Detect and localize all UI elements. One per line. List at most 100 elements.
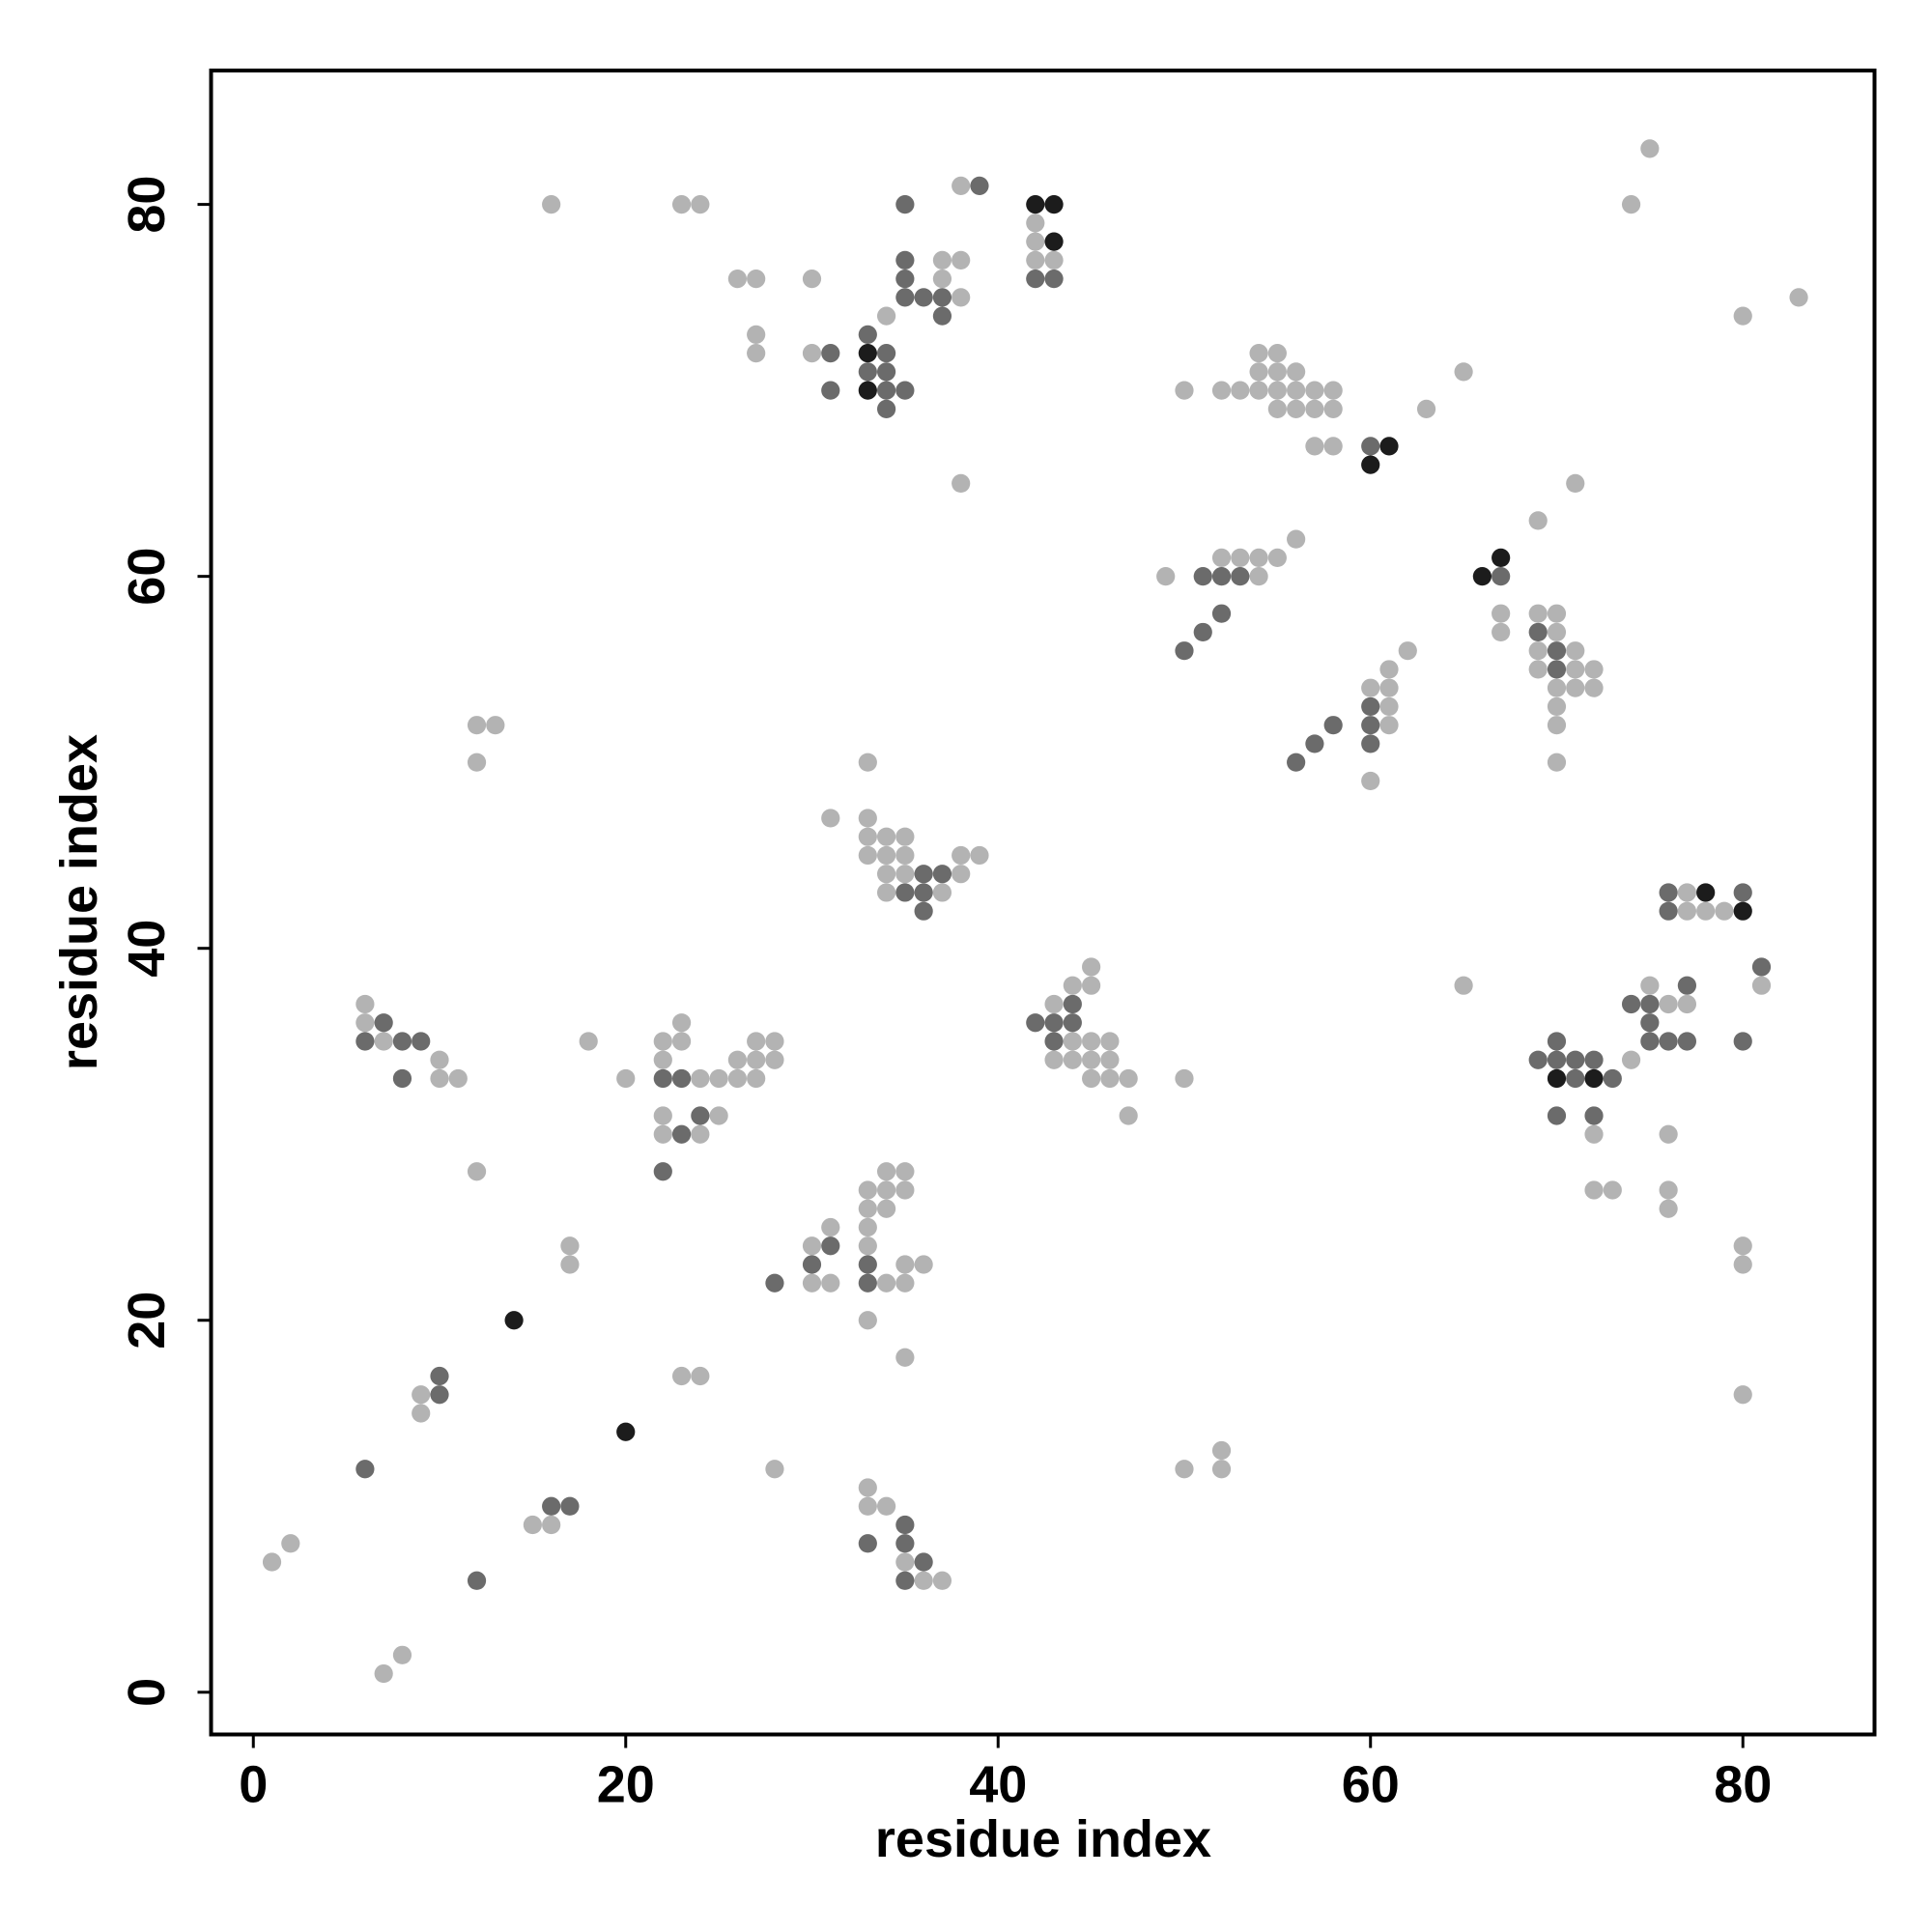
point: [970, 845, 989, 866]
point: [448, 1068, 468, 1089]
point: [952, 176, 971, 195]
point: [1063, 1013, 1082, 1033]
point: [1640, 139, 1660, 158]
point: [1249, 548, 1268, 568]
point: [542, 1515, 561, 1535]
point: [952, 865, 971, 884]
point: [895, 845, 915, 866]
x-tick-label: 20: [597, 1756, 655, 1814]
point: [412, 1032, 431, 1051]
point: [1621, 195, 1641, 214]
y-tick-label: 80: [118, 176, 176, 234]
point: [858, 1273, 877, 1293]
point: [876, 344, 896, 363]
point: [747, 1068, 766, 1089]
point: [1492, 622, 1511, 642]
point: [1231, 548, 1250, 568]
point: [1547, 622, 1567, 642]
point: [1267, 548, 1287, 568]
point: [895, 288, 915, 307]
point: [392, 1645, 412, 1664]
point: [1733, 306, 1752, 326]
point: [821, 344, 840, 363]
point: [1584, 1068, 1604, 1089]
point: [1323, 437, 1343, 456]
point: [1361, 455, 1380, 474]
point: [653, 1068, 672, 1089]
point: [876, 883, 896, 902]
point: [1603, 1068, 1622, 1089]
point: [1267, 344, 1287, 363]
point: [1026, 250, 1045, 270]
point: [914, 1552, 933, 1572]
point: [671, 1013, 692, 1033]
point: [430, 1366, 449, 1386]
point: [802, 344, 822, 363]
point: [1566, 660, 1585, 679]
point: [1566, 1068, 1585, 1089]
point: [430, 1385, 449, 1405]
point: [1193, 622, 1212, 642]
point: [1063, 1032, 1082, 1051]
point: [1640, 994, 1660, 1014]
point: [952, 845, 971, 866]
point: [1547, 604, 1567, 623]
point: [579, 1032, 598, 1051]
point: [1584, 1180, 1604, 1200]
point: [355, 1013, 375, 1033]
point: [821, 1273, 840, 1293]
point: [895, 1348, 915, 1367]
point: [914, 1255, 933, 1274]
point: [1659, 1180, 1678, 1200]
point: [876, 362, 896, 382]
point: [671, 1068, 692, 1089]
point: [1267, 399, 1287, 418]
point: [895, 381, 915, 400]
y-tick-label: 20: [118, 1292, 176, 1350]
y-tick-label: 0: [118, 1678, 176, 1707]
point: [952, 288, 971, 307]
point: [1026, 195, 1045, 214]
point: [876, 399, 896, 418]
point: [1044, 250, 1064, 270]
point: [895, 1273, 915, 1293]
point: [895, 827, 915, 846]
point: [1249, 362, 1268, 382]
point: [355, 994, 375, 1014]
point: [653, 1124, 672, 1144]
point: [355, 1032, 375, 1051]
point: [1211, 1460, 1232, 1479]
point: [1640, 1032, 1660, 1051]
point: [430, 1068, 449, 1089]
point: [802, 1255, 822, 1274]
point: [1361, 716, 1380, 735]
point: [1063, 1050, 1082, 1069]
point: [876, 1162, 896, 1181]
point: [765, 1460, 784, 1479]
point: [1528, 622, 1548, 642]
point: [1492, 548, 1511, 568]
point: [895, 1534, 915, 1553]
point: [1454, 976, 1473, 995]
point: [1659, 1199, 1678, 1218]
point: [374, 1663, 393, 1684]
point: [1603, 1180, 1622, 1200]
point: [821, 1236, 840, 1256]
point: [1193, 567, 1212, 586]
point: [895, 1552, 915, 1572]
point: [1789, 288, 1808, 307]
point: [691, 1106, 710, 1125]
point: [1640, 976, 1660, 995]
point: [1733, 1255, 1752, 1274]
point: [1267, 381, 1287, 400]
point: [1733, 1385, 1752, 1405]
point: [858, 845, 877, 866]
point: [560, 1496, 580, 1516]
point: [1175, 641, 1194, 661]
point: [914, 901, 933, 921]
point: [876, 827, 896, 846]
point: [374, 1032, 393, 1051]
point: [1361, 771, 1380, 791]
point: [747, 325, 766, 344]
point: [876, 306, 896, 326]
